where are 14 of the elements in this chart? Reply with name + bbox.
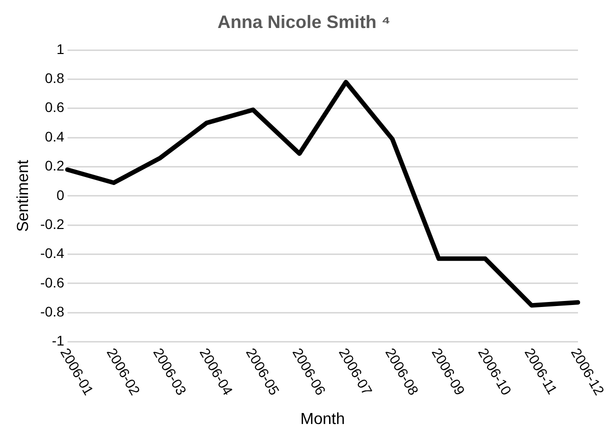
y-tick-label: -1 [52, 332, 65, 349]
y-tick-label: 0.4 [44, 128, 65, 144]
y-tick-label: -0.2 [40, 216, 65, 232]
chart-title: Anna Nicole Smith ⁴ [216, 12, 392, 33]
y-tick-label: -0.6 [40, 274, 65, 290]
y-axis-title: Sentiment [15, 159, 32, 232]
x-axis-title: Month [300, 410, 345, 428]
y-tick-label: -0.4 [40, 245, 65, 262]
y-tick-label: 0.8 [44, 70, 65, 86]
y-tick-label: 0.2 [44, 158, 65, 174]
y-tick-label: 1 [56, 40, 65, 57]
y-tick-label: -0.8 [40, 303, 65, 320]
y-tick-label: 0 [56, 186, 65, 203]
y-tick-label: 0.6 [44, 99, 65, 116]
